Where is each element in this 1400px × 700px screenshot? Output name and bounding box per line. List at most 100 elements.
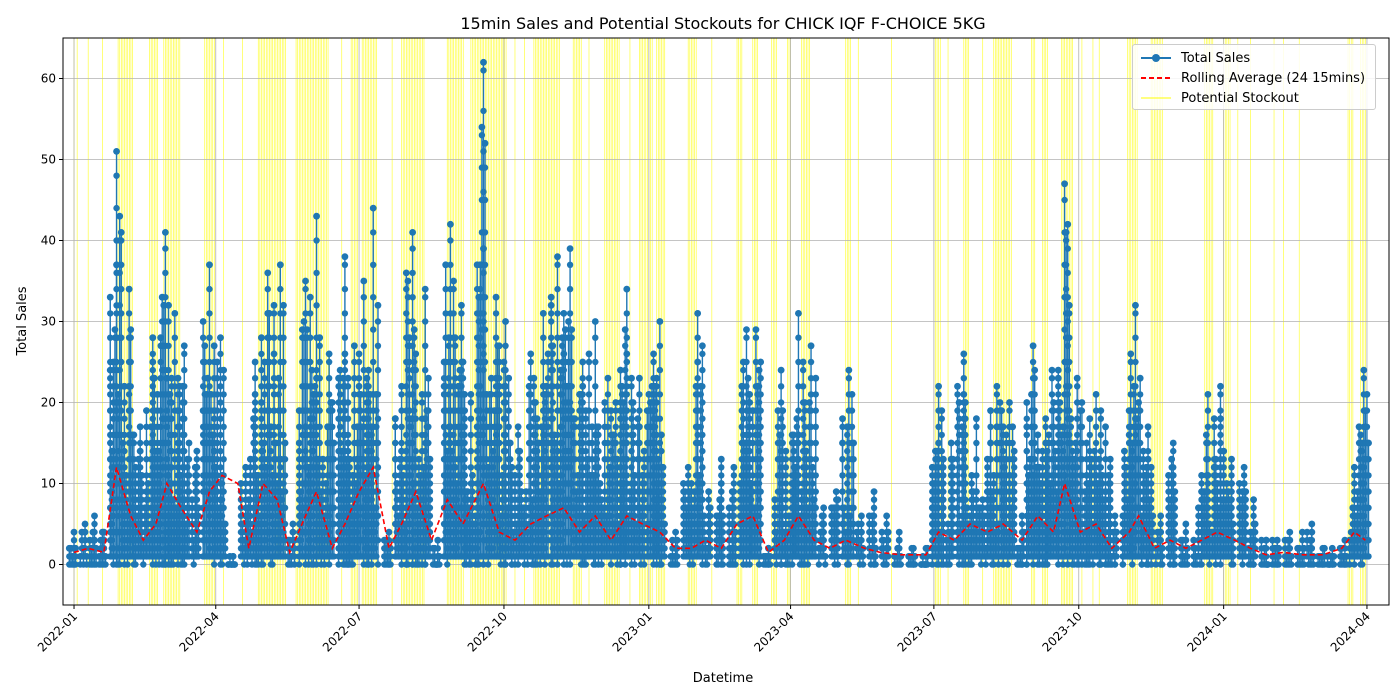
sales-point xyxy=(251,415,259,422)
sales-point xyxy=(544,375,552,382)
sales-point xyxy=(341,261,349,268)
sales-point xyxy=(422,561,429,568)
sales-point xyxy=(168,464,175,471)
sales-point xyxy=(579,399,586,406)
sales-peak-point xyxy=(404,277,412,285)
sales-peak-point xyxy=(316,334,324,342)
sales-point xyxy=(447,237,454,244)
sales-point xyxy=(266,383,273,390)
sales-point xyxy=(242,488,249,495)
sales-peak-point xyxy=(508,463,516,471)
sales-point xyxy=(307,358,314,366)
sales-peak-point xyxy=(561,326,569,333)
sales-peak-point xyxy=(350,342,358,350)
sales-peak-point xyxy=(166,391,174,398)
sales-point xyxy=(214,407,221,414)
sales-point xyxy=(138,480,145,487)
sales-point xyxy=(258,366,265,374)
sales-peak-point xyxy=(185,439,193,447)
sales-point xyxy=(210,431,218,439)
sales-peak-point xyxy=(549,342,557,350)
sales-point xyxy=(481,196,489,204)
sales-peak-point xyxy=(136,447,144,455)
sales-peak-point xyxy=(265,310,273,317)
sales-point xyxy=(307,334,314,341)
sales-point xyxy=(214,456,221,463)
sales-point xyxy=(125,310,133,317)
sales-peak-point xyxy=(363,382,371,390)
sales-peak-point xyxy=(421,415,429,423)
sales-point xyxy=(527,456,534,463)
sales-peak-point xyxy=(532,399,539,406)
sales-point xyxy=(118,407,125,414)
sales-point xyxy=(193,472,201,479)
sales-point xyxy=(193,496,201,503)
sales-point xyxy=(181,350,188,358)
sales-point xyxy=(392,439,399,447)
sales-point xyxy=(422,342,429,349)
sales-point xyxy=(344,383,352,390)
sales-point xyxy=(220,375,227,382)
sales-point xyxy=(136,456,144,463)
sales-point xyxy=(412,383,419,390)
sales-point xyxy=(357,407,364,414)
sales-point xyxy=(496,439,503,447)
sales-point xyxy=(296,464,303,471)
sales-point xyxy=(336,439,344,447)
sales-point xyxy=(319,464,327,471)
sales-point xyxy=(107,310,114,317)
sales-peak-point xyxy=(481,139,489,147)
sales-peak-point xyxy=(426,455,434,463)
sales-point xyxy=(130,456,138,463)
sales-point xyxy=(516,480,523,487)
sales-point xyxy=(481,229,489,236)
sales-point xyxy=(502,399,509,406)
sales-point xyxy=(217,399,224,406)
sales-peak-point xyxy=(193,447,201,455)
sales-point xyxy=(247,464,254,471)
sales-peak-point xyxy=(328,399,336,406)
sales-peak-point xyxy=(539,310,547,317)
sales-point xyxy=(370,229,377,236)
sales-peak-point xyxy=(330,439,338,447)
sales-point xyxy=(113,172,120,179)
sales-point xyxy=(217,383,224,390)
sales-point xyxy=(118,285,125,293)
sales-point xyxy=(132,561,139,568)
sales-peak-point xyxy=(447,220,454,228)
sales-point xyxy=(541,561,549,568)
sales-peak-point xyxy=(251,358,259,366)
sales-point xyxy=(210,415,218,422)
sales-point xyxy=(220,407,227,414)
sales-peak-point xyxy=(180,342,188,350)
sales-point xyxy=(418,399,426,406)
sales-point xyxy=(579,375,586,382)
sales-point xyxy=(270,310,278,317)
sales-point xyxy=(554,464,561,471)
sales-peak-point xyxy=(506,439,514,447)
sales-point xyxy=(554,561,561,568)
sales-peak-point xyxy=(171,310,179,317)
sales-point xyxy=(496,391,503,398)
sales-point xyxy=(527,439,534,447)
sales-point xyxy=(220,504,227,511)
sales-peak-point xyxy=(459,358,467,366)
sales-peak-point xyxy=(458,301,465,309)
sales-point xyxy=(210,561,218,568)
sales-point xyxy=(554,285,561,293)
sales-point xyxy=(267,447,275,455)
sales-peak-point xyxy=(242,463,250,471)
sales-point xyxy=(281,472,289,479)
sales-point xyxy=(143,456,150,463)
sales-peak-point xyxy=(374,301,382,309)
sales-point xyxy=(544,472,552,479)
sales-point xyxy=(582,415,590,422)
sales-point xyxy=(527,488,534,495)
sales-point xyxy=(138,496,145,503)
sales-point xyxy=(281,504,289,511)
sales-peak-point xyxy=(527,423,535,431)
sales-point xyxy=(174,391,182,398)
sales-point xyxy=(121,464,128,471)
sales-point xyxy=(360,318,367,325)
sales-peak-point xyxy=(117,229,125,236)
